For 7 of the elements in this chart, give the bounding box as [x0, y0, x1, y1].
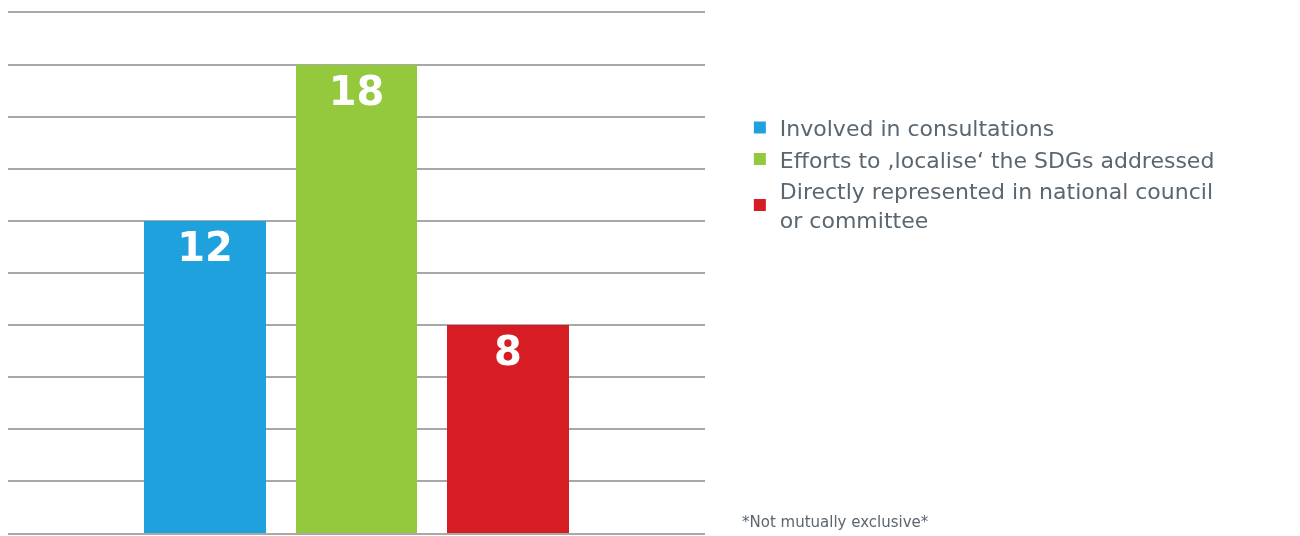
legend-label: Directly represented in national council or committee — [779, 179, 1214, 233]
legend-label: Efforts to ,localise‘ the SDGs addressed — [779, 147, 1215, 173]
legend-label: Involved in consultations — [779, 115, 1055, 141]
text: *Not mutually exclusive* — [742, 513, 929, 531]
data-label: 18 — [328, 68, 385, 114]
data-label: 8 — [494, 328, 522, 374]
data-label: 12 — [177, 224, 233, 270]
